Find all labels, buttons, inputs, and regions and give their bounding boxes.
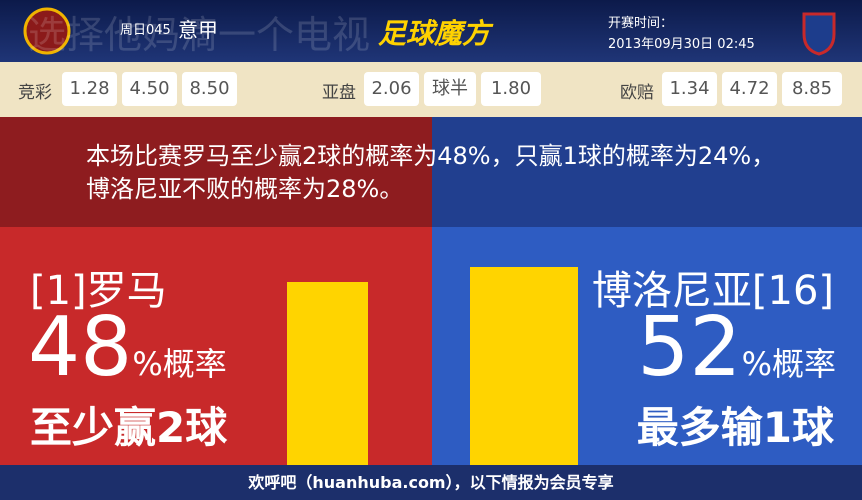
kickoff: 2013年09月30日 02:45 xyxy=(608,37,755,52)
unit: %概率 xyxy=(741,345,836,383)
home-percent: 48 xyxy=(28,300,133,395)
league: 意甲 xyxy=(178,18,218,42)
odds-label: 亚盘 xyxy=(322,83,356,103)
summary-band xyxy=(0,117,432,227)
odds-label: 竞彩 xyxy=(18,83,52,103)
odds-value: 8.50 xyxy=(182,72,237,106)
away-percent: 52 xyxy=(637,300,742,395)
summary-band xyxy=(432,117,862,227)
handicap: 球半 xyxy=(424,72,476,106)
away-team: 博洛尼亚[16] xyxy=(591,268,834,314)
odds-value: 2.06 xyxy=(364,72,419,106)
home-team: [1]罗马 xyxy=(30,268,167,314)
header: 选择他妈滴一个电视 周日045 意甲 足球魔方 开赛时间： 2013年09月30… xyxy=(0,0,862,62)
odds-row: 竞彩 1.28 4.50 8.50 亚盘 2.06 球半 1.80 欧赔 1.3… xyxy=(0,62,862,117)
footer: 欢呼吧（huanhuba.com），以下情报为会员专享 xyxy=(0,465,862,500)
away-bar xyxy=(470,266,578,465)
away-outcome: 最多输1球 xyxy=(636,403,834,452)
away-percent-line: 52%概率 xyxy=(637,300,836,395)
home-bar xyxy=(287,282,368,465)
unit: %概率 xyxy=(132,345,227,383)
away-logo xyxy=(802,12,836,56)
home-logo xyxy=(23,7,71,55)
brand: 足球魔方 xyxy=(378,17,491,50)
odds-value: 8.85 xyxy=(782,72,842,106)
home-percent-line: 48%概率 xyxy=(28,300,227,395)
kickoff-label: 开赛时间： xyxy=(608,16,674,31)
watermark: 选择他妈滴一个电视 xyxy=(28,13,371,57)
odds-value: 4.50 xyxy=(122,72,177,106)
summary: 本场比赛罗马至少赢2球的概率为48%，只赢1球的概率为24%，博洛尼亚不败的概率… xyxy=(86,142,776,203)
odds-label: 欧赔 xyxy=(620,83,654,103)
odds-value: 1.80 xyxy=(481,72,541,106)
match-code: 周日045 xyxy=(120,23,171,38)
odds-value: 4.72 xyxy=(722,72,777,106)
odds-value: 1.34 xyxy=(662,72,717,106)
home-outcome: 至少赢2球 xyxy=(30,403,228,452)
odds-value: 1.28 xyxy=(62,72,117,106)
